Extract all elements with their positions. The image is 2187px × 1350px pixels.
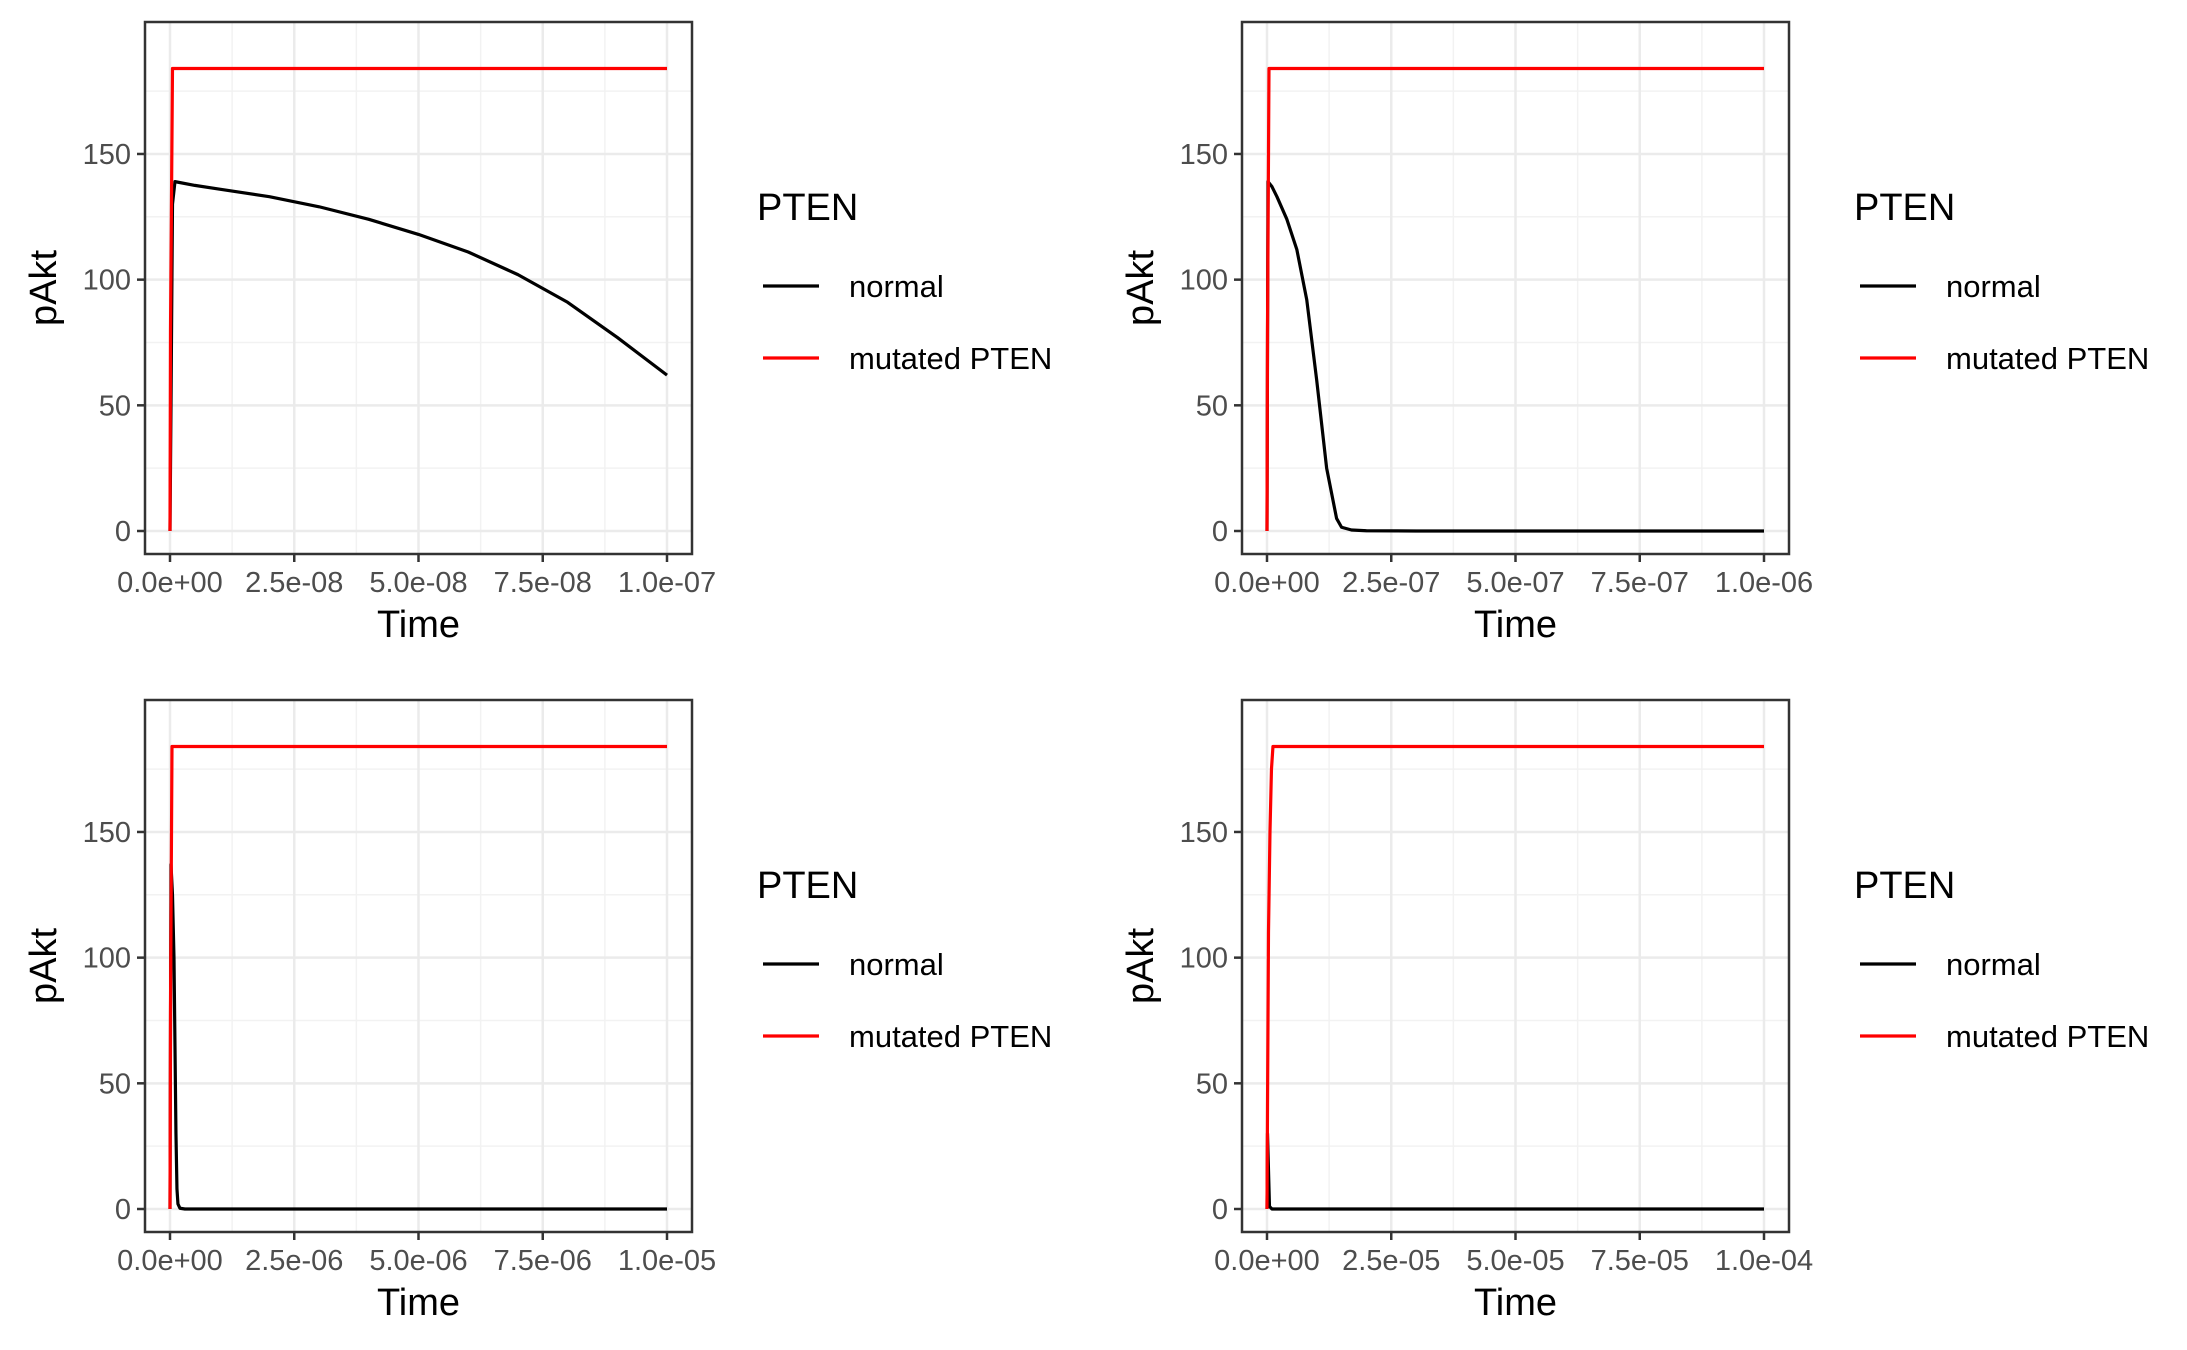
- panel-top-left: 0 50 100 150 0.0e+00 2.5e-08 5.0e-08 7.5e-08 1.0…: [23, 20, 1052, 646]
- x-tick-label: 0.0e+00: [117, 567, 223, 599]
- y-tick-label: 100: [83, 943, 131, 975]
- series-line-normal: [168, 180, 668, 532]
- legend-label-mutated-pten: mutated PTEN: [849, 1019, 1052, 1054]
- y-tick-label: 150: [1180, 817, 1228, 849]
- x-tick-label: 2.5e-06: [245, 1245, 343, 1277]
- x-tick-label: 5.0e-05: [1466, 1245, 1564, 1277]
- legend-label-mutated-pten: mutated PTEN: [1946, 341, 2149, 376]
- legend-label-mutated-pten: mutated PTEN: [849, 341, 1052, 376]
- y-tick-label: 100: [1180, 943, 1228, 975]
- x-tick-label: 7.5e-08: [494, 567, 592, 599]
- y-tick-label: 50: [1196, 390, 1228, 422]
- legend: PTEN normal mutated PTEN: [1854, 865, 2149, 1054]
- x-tick-label: 0.0e+00: [1214, 567, 1320, 599]
- legend-label-normal: normal: [849, 269, 944, 304]
- y-tick-label: 150: [83, 139, 131, 171]
- legend-title: PTEN: [757, 187, 858, 229]
- x-tick-label: 1.0e-07: [618, 567, 716, 599]
- panel-top-right: 0 50 100 150 0.0e+00 2.5e-07 5.0e-07 7.5e-07 1.0…: [1120, 20, 2149, 646]
- series-line-mutated-pten: [168, 744, 667, 1210]
- y-axis-title: pAkt: [23, 928, 65, 1004]
- series-line-mutated-pten: [1265, 66, 1764, 532]
- y-tick-label: 50: [99, 390, 131, 422]
- y-tick-label: 0: [1212, 516, 1228, 548]
- y-axis-title: pAkt: [1120, 250, 1162, 326]
- x-tick-label: 5.0e-08: [369, 567, 467, 599]
- legend-label-normal: normal: [1946, 269, 2041, 304]
- legend-title: PTEN: [1854, 187, 1955, 229]
- x-tick-label: 0.0e+00: [1214, 1245, 1320, 1277]
- legend: PTEN normal mutated PTEN: [757, 865, 1052, 1054]
- legend-title: PTEN: [1854, 865, 1955, 907]
- x-tick-label: 7.5e-05: [1591, 1245, 1689, 1277]
- y-tick-label: 100: [1180, 265, 1228, 297]
- x-tick-label: 1.0e-06: [1715, 567, 1813, 599]
- legend: PTEN normal mutated PTEN: [1854, 187, 2149, 376]
- x-tick-label: 2.5e-08: [245, 567, 343, 599]
- legend-label-normal: normal: [849, 947, 944, 982]
- x-axis-title: Time: [377, 604, 460, 646]
- y-axis-title: pAkt: [23, 250, 65, 326]
- series-line-mutated-pten: [168, 66, 667, 532]
- y-tick-label: 50: [99, 1068, 131, 1100]
- x-tick-label: 7.5e-06: [494, 1245, 592, 1277]
- y-tick-label: 0: [1212, 1194, 1228, 1226]
- panel-bottom-left: 0 50 100 150 0.0e+00 2.5e-06 5.0e-06 7.5e-06 1.0…: [23, 698, 1052, 1324]
- x-tick-label: 5.0e-07: [1466, 567, 1564, 599]
- x-axis-title: Time: [377, 1282, 460, 1324]
- y-tick-label: 0: [115, 516, 131, 548]
- legend-label-normal: normal: [1946, 947, 2041, 982]
- x-tick-label: 0.0e+00: [117, 1245, 223, 1277]
- panel-bottom-right: 0 50 100 150 0.0e+00 2.5e-05 5.0e-05 7.5e-05 1.0…: [1120, 698, 2149, 1324]
- x-axis-title: Time: [1474, 1282, 1557, 1324]
- x-tick-label: 2.5e-05: [1342, 1245, 1440, 1277]
- y-tick-label: 150: [83, 817, 131, 849]
- legend: PTEN normal mutated PTEN: [757, 187, 1052, 376]
- x-tick-label: 1.0e-04: [1715, 1245, 1813, 1277]
- x-axis-title: Time: [1474, 604, 1557, 646]
- y-tick-label: 100: [83, 265, 131, 297]
- y-tick-label: 50: [1196, 1068, 1228, 1100]
- y-tick-label: 150: [1180, 139, 1228, 171]
- x-tick-label: 5.0e-06: [369, 1245, 467, 1277]
- legend-title: PTEN: [757, 865, 858, 907]
- x-tick-label: 2.5e-07: [1342, 567, 1440, 599]
- series-line-normal: [1265, 180, 1764, 533]
- legend-label-mutated-pten: mutated PTEN: [1946, 1019, 2149, 1054]
- x-tick-label: 1.0e-05: [618, 1245, 716, 1277]
- y-tick-label: 0: [115, 1194, 131, 1226]
- y-axis-title: pAkt: [1120, 928, 1162, 1004]
- x-tick-label: 7.5e-07: [1591, 567, 1689, 599]
- series-line-mutated-pten: [1265, 744, 1764, 1210]
